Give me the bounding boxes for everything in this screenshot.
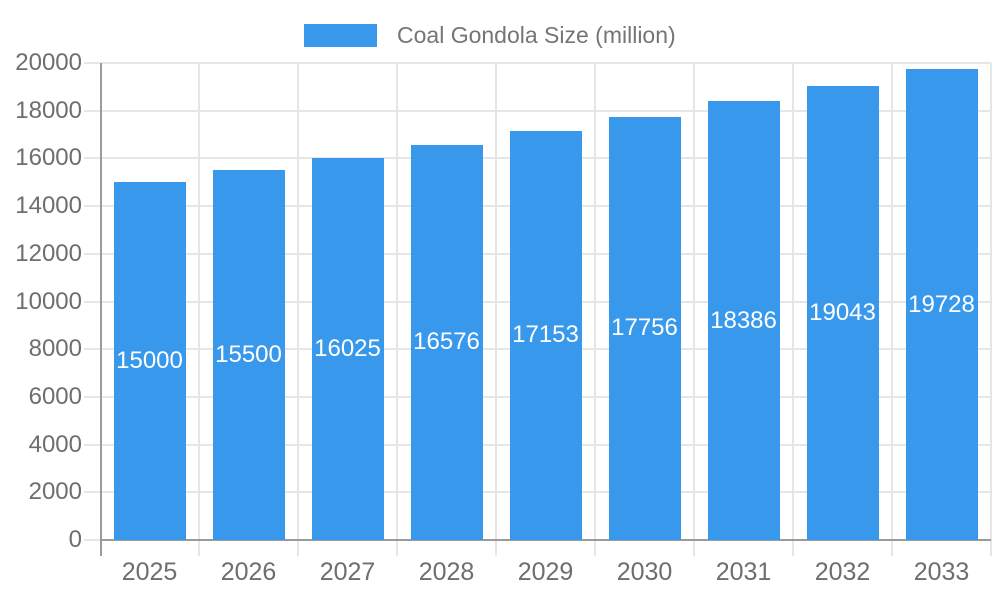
x-gridline [495,63,497,556]
y-axis-tick-label: 10000 [15,287,82,315]
x-axis-tick-label: 2030 [616,558,673,586]
y-axis-tick [84,395,100,398]
y-axis-tick [84,491,100,494]
bar-value-label: 16576 [413,328,480,356]
bar-value-label: 15500 [215,341,282,369]
y-axis-tick-label: 14000 [15,192,82,220]
bar[interactable] [410,144,483,540]
x-axis-line [100,539,991,541]
bar[interactable] [905,69,978,540]
y-axis-tick [84,62,100,64]
x-gridline [990,63,992,556]
y-axis-tick [84,205,100,208]
x-gridline [198,63,200,556]
y-axis-tick-label: 2000 [28,478,82,506]
x-axis-tick-label: 2027 [319,558,376,586]
x-axis-tick-label: 2029 [517,558,574,586]
x-gridline [594,63,596,556]
x-gridline [891,63,893,556]
bar-value-label: 19043 [809,298,876,326]
bar[interactable] [608,116,681,540]
bar-value-label: 17153 [512,321,579,349]
bar-value-label: 17756 [611,314,678,342]
y-axis-tick [84,252,100,255]
x-gridline [396,63,398,556]
y-axis-tick [84,539,100,541]
y-axis-tick-label: 12000 [15,239,82,267]
x-axis-tick-label: 2025 [121,558,178,586]
x-axis-tick-label: 2026 [220,558,277,586]
bar-value-label: 18386 [710,306,777,334]
bar[interactable] [707,101,780,540]
y-axis-line [100,63,102,556]
y-axis-tick-label: 16000 [15,144,82,172]
y-axis-tick-label: 4000 [28,430,82,458]
y-axis-tick-label: 20000 [15,49,82,76]
bar-value-label: 16025 [314,334,381,362]
legend-swatch [304,24,377,47]
x-axis-tick-label: 2031 [715,558,772,586]
bar-value-label: 19728 [908,290,975,318]
y-axis-tick [84,348,100,351]
x-gridline [297,63,299,556]
x-gridline [792,63,794,556]
y-axis-tick [84,443,100,446]
y-axis-tick-label: 18000 [15,96,82,124]
bar[interactable] [113,182,186,540]
bar[interactable] [311,157,384,540]
y-axis-tick [84,300,100,303]
legend[interactable]: Coal Gondola Size (million) [304,22,676,49]
y-gridline [100,109,991,112]
x-axis-tick-label: 2028 [418,558,475,586]
x-gridline [693,63,695,556]
bar[interactable] [806,85,879,540]
x-axis-tick-label: 2032 [814,558,871,586]
bar[interactable] [509,130,582,540]
y-axis-tick [84,157,100,160]
y-gridline [100,62,991,64]
legend-label: Coal Gondola Size (million) [397,22,676,48]
y-axis-tick-label: 0 [68,526,82,553]
bar[interactable] [212,170,285,540]
bar-value-label: 15000 [116,347,183,375]
y-axis-tick [84,109,100,112]
y-axis-tick-label: 8000 [28,335,82,363]
x-axis-tick-label: 2033 [913,558,970,586]
y-axis-tick-label: 6000 [28,382,82,410]
